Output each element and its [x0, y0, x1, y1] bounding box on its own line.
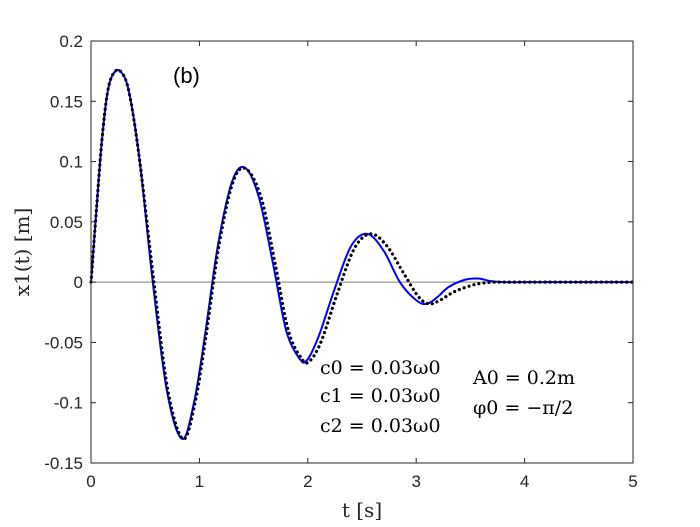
annotation-a0: A0 = 0.2m: [472, 367, 575, 389]
y-tick-label: 0.2: [59, 32, 83, 51]
plot-frame: [90, 40, 634, 464]
y-axis-label: x1(t) [m]: [10, 208, 34, 297]
annotation-c0: c0 = 0.03ω0: [320, 357, 441, 379]
x-tick-label: 0: [86, 472, 95, 491]
ticks-layer: 0 1 2 3 4 5 -0.15 -0.1 -0.05 0 0.05 0.1 0.15 0.2: [44, 32, 637, 491]
series-layer: [89, 68, 635, 441]
y-tick-label: -0.1: [54, 394, 83, 413]
plot-area: [91, 41, 633, 463]
x-tick-label: 5: [628, 472, 637, 491]
y-tick-label: 0.05: [50, 213, 83, 232]
annotation-c1: c1 = 0.03ω0: [320, 385, 441, 407]
annotation-phi0: φ0 = −π/2: [473, 397, 573, 419]
y-tick-label: 0.15: [50, 92, 83, 111]
y-tick-label: -0.15: [44, 454, 83, 473]
x-tick-label: 2: [303, 472, 312, 491]
panel-label: (b): [173, 63, 200, 88]
series-line-dotted: [89, 68, 635, 441]
annotation-c2: c2 = 0.03ω0: [320, 415, 441, 437]
x-tick-label: 1: [195, 472, 204, 491]
x-tick-label: 3: [411, 472, 420, 491]
x-tick-label: 4: [520, 472, 529, 491]
y-tick-label: -0.05: [44, 333, 83, 352]
y-tick-label: 0: [74, 273, 83, 292]
y-tick-label: 0.1: [59, 153, 83, 172]
x-axis-label: t [s]: [342, 498, 382, 522]
